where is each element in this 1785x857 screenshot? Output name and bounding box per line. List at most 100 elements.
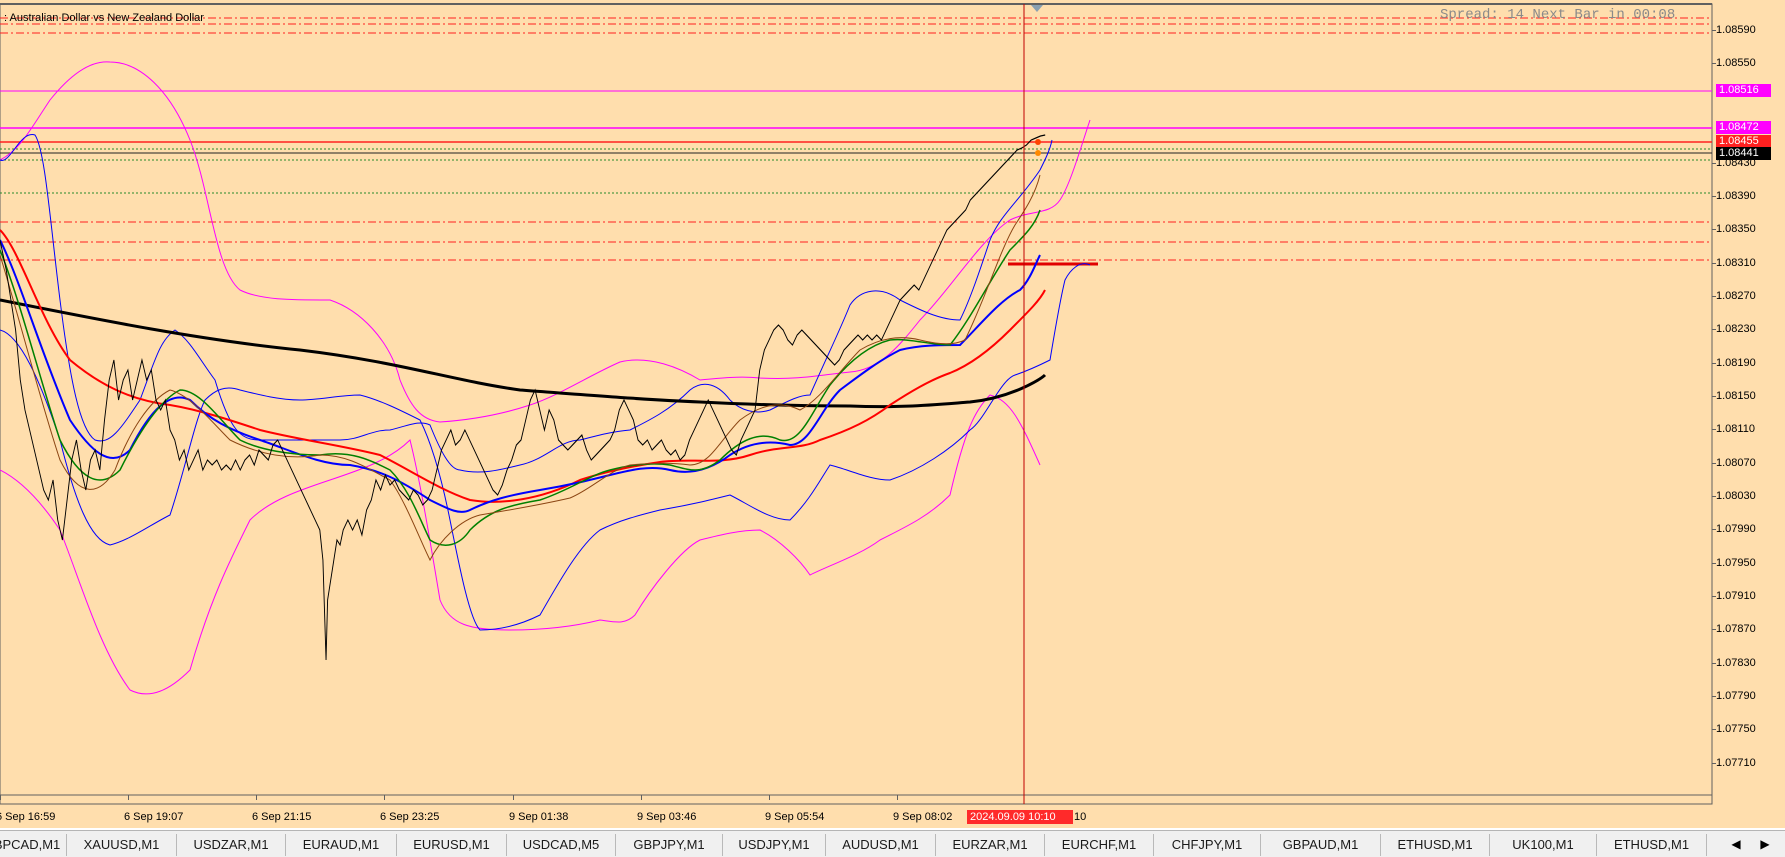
price-axis-label: 1.07990 xyxy=(1716,523,1756,535)
time-axis-label: 9 Sep 01:38 xyxy=(509,811,569,823)
price-axis-tick xyxy=(1712,729,1716,730)
time-axis-tick xyxy=(513,795,514,800)
bollinger-outer-upper xyxy=(0,61,1091,423)
price-axis-tick xyxy=(1712,163,1716,164)
price-axis-tick xyxy=(1712,596,1716,597)
chart-tab[interactable]: USDCAD,M5 xyxy=(507,834,616,856)
price-axis-label: 1.08110 xyxy=(1716,423,1755,435)
bollinger-outer xyxy=(0,61,1091,695)
bollinger-outer-lower xyxy=(0,394,1041,695)
price-tag: 1.08441 xyxy=(1716,147,1771,160)
price-tag: 1.08516 xyxy=(1716,84,1771,97)
time-axis-tick xyxy=(897,795,898,800)
price-axis-label: 1.08230 xyxy=(1716,323,1756,335)
price-axis-tick xyxy=(1712,629,1716,630)
time-axis-tick xyxy=(769,795,770,800)
chart-tab-bar: GBPCAD,M1XAUUSD,M1USDZAR,M1EURAUD,M1EURU… xyxy=(0,830,1785,857)
bollinger-inner-upper xyxy=(0,134,1053,473)
price-axis-label: 1.08070 xyxy=(1716,457,1756,469)
price-axis-label: 1.08030 xyxy=(1716,490,1756,502)
price-axis-label: 1.07710 xyxy=(1716,757,1756,769)
chart-tab[interactable]: XAUUSD,M1 xyxy=(67,834,177,856)
slow-moving-average xyxy=(0,298,1047,409)
price-axis-tick xyxy=(1712,429,1716,430)
price-axis-tick xyxy=(1712,529,1716,530)
price-axis-tick xyxy=(1712,563,1716,564)
spread-info: Spread: 14 Next Bar in 00:08 xyxy=(1440,7,1676,23)
price-axis-tick xyxy=(1712,696,1716,697)
order-marker xyxy=(1035,150,1041,156)
chart-tab[interactable]: ETHUSD,M1 xyxy=(1597,834,1707,856)
chart-tab[interactable]: CHFJPY,M1 xyxy=(1154,834,1261,856)
chart-shift-marker-icon[interactable] xyxy=(1031,5,1043,12)
price-axis-tick xyxy=(1712,329,1716,330)
price-axis-tick xyxy=(1712,463,1716,464)
price-axis-tick xyxy=(1712,496,1716,497)
price-axis-tick xyxy=(1712,263,1716,264)
chart-title: : Australian Dollar vs New Zealand Dolla… xyxy=(4,12,204,24)
price-axis-tick xyxy=(1712,663,1716,664)
chart-tab[interactable]: USDJPY,M1 xyxy=(723,834,826,856)
brown-moving-average xyxy=(0,174,1041,562)
chart-tab[interactable]: EURUSD,M1 xyxy=(397,834,507,856)
chart-tab[interactable]: EURCHF,M1 xyxy=(1045,834,1154,856)
price-axis-label: 1.07790 xyxy=(1716,690,1756,702)
price-axis-label: 1.07830 xyxy=(1716,657,1756,669)
price-axis-tick xyxy=(1712,63,1716,64)
price-tag: 1.08472 xyxy=(1716,121,1771,134)
time-axis-tick xyxy=(256,795,257,800)
chart-window[interactable]: : Australian Dollar vs New Zealand Dolla… xyxy=(0,0,1785,828)
tab-scroll-right-icon[interactable]: ▶ xyxy=(1760,837,1770,851)
price-axis-tick xyxy=(1712,30,1716,31)
price-axis-label: 1.08550 xyxy=(1716,57,1756,69)
price-tag: 1.08455 xyxy=(1716,135,1771,148)
chart-tab[interactable]: GBPAUD,M1 xyxy=(1261,834,1381,856)
red-moving-average xyxy=(0,229,1046,503)
bollinger-inner xyxy=(0,134,1091,631)
chart-tab[interactable]: UK100,M1 xyxy=(1490,834,1597,856)
price-axis-label: 1.08150 xyxy=(1716,390,1756,402)
price-axis-tick xyxy=(1712,763,1716,764)
chart-tab[interactable]: GBPCAD,M1 xyxy=(0,834,67,856)
price-axis-label: 1.07870 xyxy=(1716,623,1756,635)
price-axis-label: 1.08590 xyxy=(1716,24,1756,36)
price-axis-label: 1.07950 xyxy=(1716,557,1756,569)
price-chart-canvas[interactable] xyxy=(0,0,1785,828)
time-axis-label: 9 Sep 03:46 xyxy=(637,811,697,823)
chart-tab[interactable]: GBPJPY,M1 xyxy=(616,834,723,856)
price-axis-tick xyxy=(1712,229,1716,230)
time-axis-tick xyxy=(0,795,1,800)
price-axis-label: 1.07750 xyxy=(1716,723,1756,735)
chart-tab[interactable]: AUDUSD,M1 xyxy=(826,834,936,856)
price-axis-label: 1.08270 xyxy=(1716,290,1756,302)
price-axis-tick xyxy=(1712,396,1716,397)
time-axis-label: 6 Sep 16:59 xyxy=(0,811,56,823)
price-axis-label: 1.07910 xyxy=(1716,590,1756,602)
order-marker xyxy=(1035,139,1041,145)
price-axis-label: 1.08190 xyxy=(1716,357,1756,369)
price-candles xyxy=(0,134,1046,661)
time-axis-label: 6 Sep 21:15 xyxy=(252,811,312,823)
time-axis-label: 9 Sep 08:02 xyxy=(893,811,953,823)
price-axis-label: 1.08390 xyxy=(1716,190,1756,202)
time-axis-tick xyxy=(641,795,642,800)
chart-tab[interactable]: EURZAR,M1 xyxy=(936,834,1045,856)
bollinger-inner-lower xyxy=(0,263,1091,631)
time-axis-tick xyxy=(128,795,129,800)
chart-tab[interactable]: EURAUD,M1 xyxy=(286,834,397,856)
price-axis-tick xyxy=(1712,196,1716,197)
tab-scroll-left-icon[interactable]: ◀ xyxy=(1731,837,1741,851)
level-lines xyxy=(0,17,1712,266)
plot-frame xyxy=(0,3,1713,805)
time-axis-label: 6 Sep 19:07 xyxy=(124,811,184,823)
price-axis-label: 1.08310 xyxy=(1716,257,1756,269)
price-axis-tick xyxy=(1712,296,1716,297)
chart-tab[interactable]: ETHUSD,M1 xyxy=(1381,834,1490,856)
price-axis-tick xyxy=(1712,363,1716,364)
cursor-time-extra: 10 xyxy=(1074,811,1087,823)
chart-tab[interactable]: USDZAR,M1 xyxy=(177,834,286,856)
time-axis-tick xyxy=(384,795,385,800)
price-axis-label: 1.08350 xyxy=(1716,223,1756,235)
time-axis-label: 9 Sep 05:54 xyxy=(765,811,825,823)
blue-moving-average xyxy=(0,239,1041,513)
